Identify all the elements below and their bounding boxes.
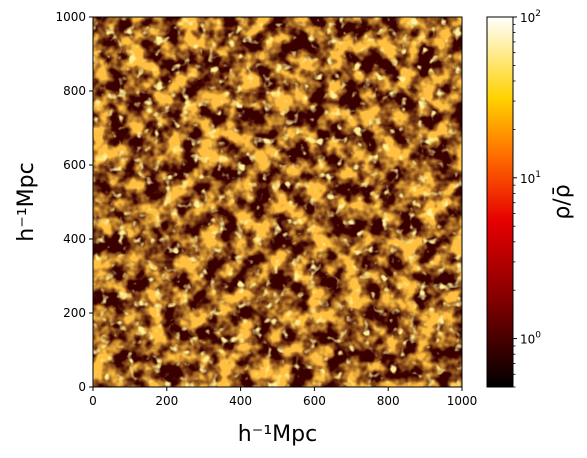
y-axis-label: h⁻¹Mpc (14, 162, 39, 241)
colorbar-tick-label: 100 (520, 331, 541, 347)
x-tick-label: 0 (89, 394, 97, 408)
filament-web (93, 17, 462, 387)
x-axis-label: h⁻¹Mpc (238, 422, 317, 447)
y-tick-label: 200 (63, 306, 86, 320)
y-tick-label: 0 (78, 380, 86, 394)
x-tick-label: 1000 (447, 394, 478, 408)
y-axis-ticks: 0 200 400 600 800 1000 (55, 10, 93, 394)
x-tick-label: 600 (303, 394, 326, 408)
y-tick-label: 600 (63, 158, 86, 172)
x-axis-ticks: 0 200 400 600 800 1000 (89, 387, 477, 408)
y-tick-label: 400 (63, 232, 86, 246)
colorbar-ticks: 100 101 102 (513, 9, 541, 388)
colorbar-label: ρ/ρ̄ (550, 184, 575, 219)
plot-frame (92, 16, 463, 388)
colorbar-tick-label: 102 (520, 9, 541, 25)
heatmap-panel (92, 16, 463, 388)
colorbar: 100 101 102 ρ/ρ̄ (486, 9, 575, 388)
colorbar-tick-label: 101 (520, 170, 541, 186)
colorbar-gradient (486, 16, 514, 388)
x-tick-label: 200 (155, 394, 178, 408)
y-tick-label: 800 (63, 84, 86, 98)
y-tick-label: 1000 (55, 10, 86, 24)
x-tick-label: 400 (229, 394, 252, 408)
x-tick-label: 800 (377, 394, 400, 408)
